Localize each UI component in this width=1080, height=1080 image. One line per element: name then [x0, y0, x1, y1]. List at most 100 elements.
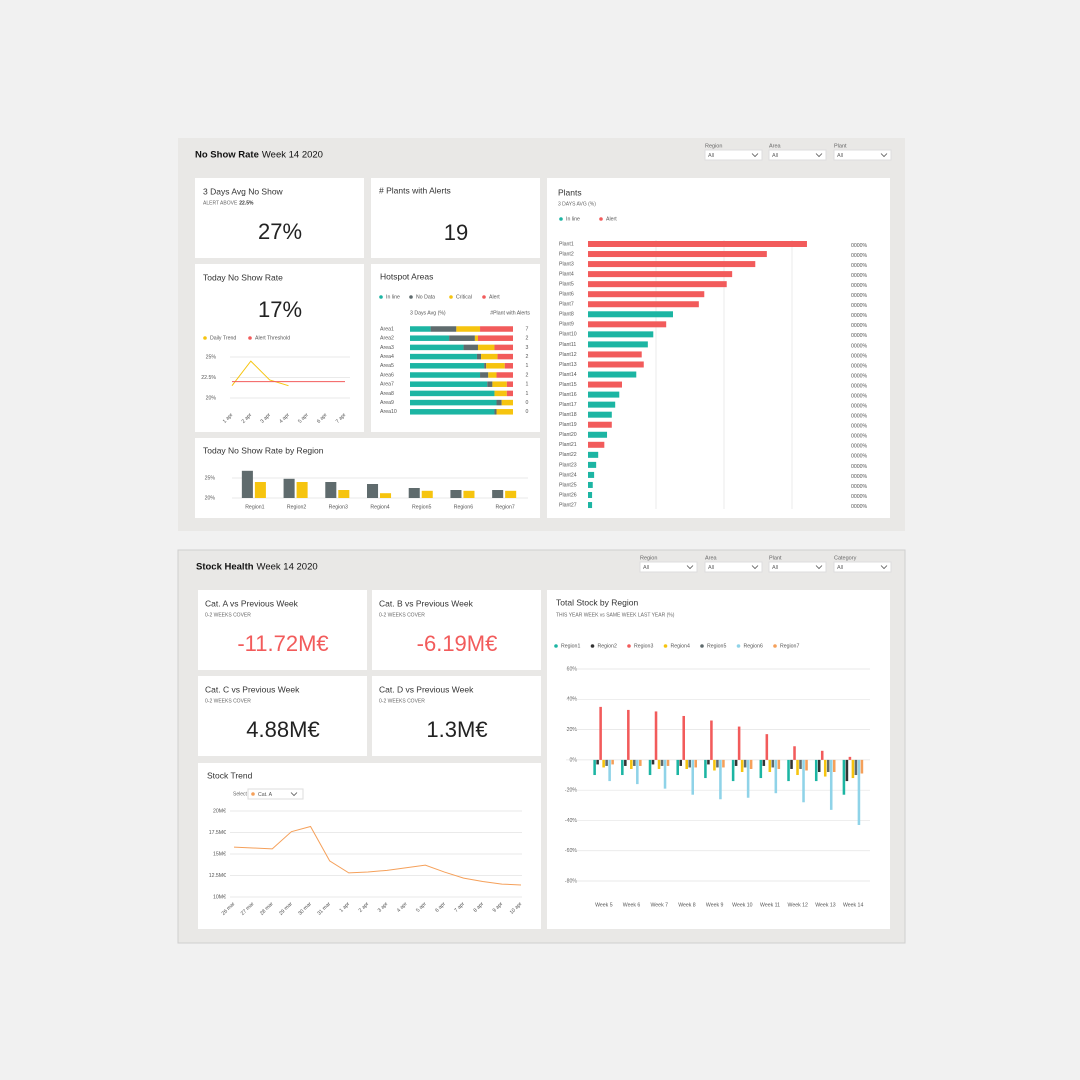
x-tick-label: Week 11 [760, 902, 780, 908]
bar [588, 401, 616, 408]
bar [651, 759, 655, 765]
bar-segment [410, 335, 450, 341]
category-select[interactable] [247, 788, 304, 800]
card-title: Cat. A vs Previous Week [205, 598, 299, 608]
bar [624, 759, 627, 766]
bar [588, 341, 648, 348]
percent-label: 0000% [851, 343, 868, 349]
bar [492, 490, 504, 498]
percent-label: 0000% [851, 293, 868, 299]
x-tick-label: Region7 [495, 504, 514, 510]
bar-segment [430, 326, 457, 332]
bar [588, 281, 727, 288]
bar-segment [486, 363, 505, 369]
kpi-value: 27% [258, 219, 302, 244]
filter-dropdown[interactable] [704, 149, 763, 161]
bar-segment [410, 372, 481, 378]
row-label: Plant14 [559, 372, 577, 378]
row-label: Area8 [380, 391, 394, 397]
chevron [880, 153, 888, 158]
percent-label: 0000% [851, 333, 868, 339]
bar [588, 311, 673, 318]
bar-segment [410, 326, 431, 332]
y-tick-label: 60% [567, 666, 578, 672]
bar [408, 488, 420, 498]
legend-label: Region2 [598, 643, 617, 649]
x-tick-label: Region1 [245, 504, 264, 510]
percent-label: 0000% [851, 383, 868, 389]
card [198, 676, 367, 756]
chart-subtitle: THIS YEAR WEEK vs SAME WEEK LAST YEAR (%… [556, 612, 675, 618]
card [198, 590, 367, 670]
legend-marker [627, 644, 631, 648]
bar [737, 726, 741, 760]
bar-segment [506, 381, 513, 387]
bar [450, 490, 462, 498]
bar [857, 759, 861, 825]
kpi-value: 4.88M€ [246, 717, 319, 742]
percent-label: 0000% [851, 283, 868, 289]
card [195, 264, 364, 432]
percent-label: 0000% [851, 373, 868, 379]
bar [588, 381, 622, 388]
bar [588, 411, 612, 418]
legend-marker [449, 295, 453, 299]
bar [746, 759, 750, 798]
percent-label: 0000% [851, 273, 868, 279]
bar [636, 759, 639, 785]
bar [380, 493, 392, 498]
row-label: Plant24 [559, 472, 577, 478]
bar-segment [488, 372, 497, 378]
bar [817, 759, 821, 772]
bar-segment [496, 409, 513, 415]
bar-segment [494, 344, 513, 351]
card [547, 178, 890, 518]
filter-dropdown[interactable] [833, 561, 892, 573]
legend-marker [409, 295, 413, 299]
kpi-value: 1.3M€ [426, 717, 487, 742]
percent-label: 0000% [851, 424, 868, 430]
bar-segment [487, 381, 493, 387]
bar [704, 759, 707, 779]
bar [799, 759, 802, 769]
card-title: # Plants with Alerts [379, 185, 451, 195]
chevron [751, 565, 759, 570]
bar [588, 331, 654, 338]
count-label: 2 [526, 336, 529, 342]
bar [588, 301, 699, 308]
y-tick-label: 20% [205, 495, 216, 501]
filter-dropdown[interactable] [639, 561, 698, 573]
bar [802, 759, 805, 803]
legend-label: No Data [416, 294, 435, 300]
filter-label: Area [705, 555, 718, 561]
filter-dropdown[interactable] [833, 149, 892, 161]
filter-dropdown[interactable] [768, 149, 827, 161]
filter-dropdown[interactable] [704, 561, 763, 573]
y-tick-label: 22.5% [201, 375, 216, 381]
percent-label: 0000% [851, 484, 868, 490]
percent-label: 0000% [851, 434, 868, 440]
filter-label: Plant [769, 555, 782, 561]
filter-dropdown[interactable] [768, 561, 827, 573]
chart-subtitle: 3 DAYS AVG (%) [558, 201, 596, 207]
bar [731, 759, 735, 782]
legend-marker [379, 295, 383, 299]
bar [787, 759, 790, 782]
filter-label: Region [640, 555, 657, 561]
bar [254, 482, 266, 498]
bar [790, 759, 793, 769]
bar [663, 759, 667, 789]
legend-label: Critical [456, 294, 472, 300]
row-label: Plant23 [559, 462, 577, 468]
bar [599, 706, 602, 760]
x-tick-label: Week 12 [788, 902, 808, 908]
kpi-value: -6.19M€ [417, 631, 498, 656]
y-tick-label: 25% [205, 475, 216, 481]
bar-segment [492, 381, 507, 387]
bar [796, 759, 799, 776]
card [371, 178, 540, 258]
row-label: Area6 [380, 372, 394, 378]
x-tick-label: Region3 [329, 504, 348, 510]
percent-label: 0000% [851, 404, 868, 410]
chevron [290, 792, 298, 797]
